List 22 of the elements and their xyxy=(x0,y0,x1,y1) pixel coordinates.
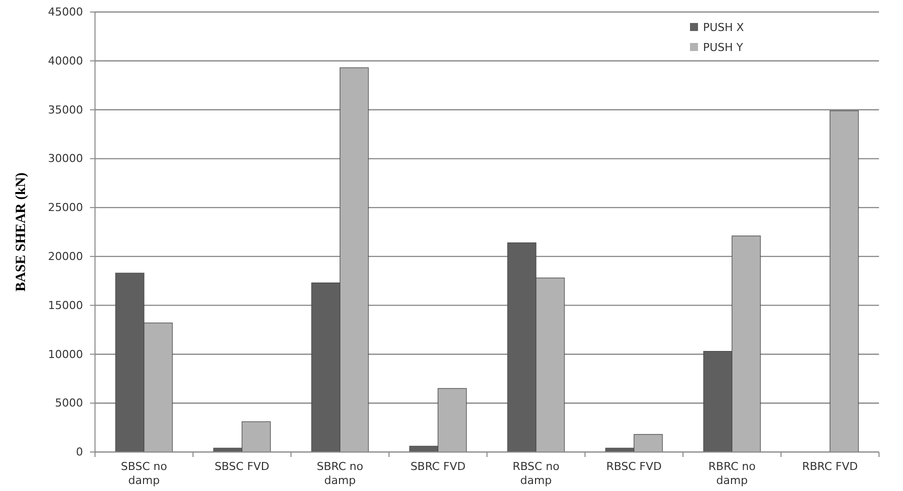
x-tick-label: SBSC FVD xyxy=(214,460,270,473)
x-tick-label: SBRC no damp xyxy=(316,460,364,487)
y-tick-label: 35000 xyxy=(48,103,83,116)
y-tick-label: 5000 xyxy=(55,396,83,410)
y-tick-label: 15000 xyxy=(48,298,83,312)
x-tick-label: SBSC no damp xyxy=(120,460,168,487)
legend-label: PUSH X xyxy=(703,21,744,34)
y-tick-label: 20000 xyxy=(48,250,83,263)
y-tick-label: 10000 xyxy=(48,348,83,361)
x-tick-label: RBSC no damp xyxy=(512,460,560,487)
legend-label: PUSH Y xyxy=(703,41,744,54)
y-tick-label: 40000 xyxy=(48,54,83,68)
y-tick-label: 45000 xyxy=(48,6,83,19)
x-tick-label: RBRC FVD xyxy=(802,460,858,473)
bar xyxy=(830,110,859,452)
y-tick-label: 25000 xyxy=(48,201,83,214)
x-tick-label: RBSC FVD xyxy=(606,460,662,473)
y-tick-label: 0 xyxy=(76,446,83,459)
y-axis-title: BASE SHEAR (kN) xyxy=(14,172,29,292)
x-tick-label: SBRC FVD xyxy=(410,460,466,473)
x-tick-label: RBRC no damp xyxy=(708,460,756,487)
y-tick-label: 30000 xyxy=(48,152,83,166)
